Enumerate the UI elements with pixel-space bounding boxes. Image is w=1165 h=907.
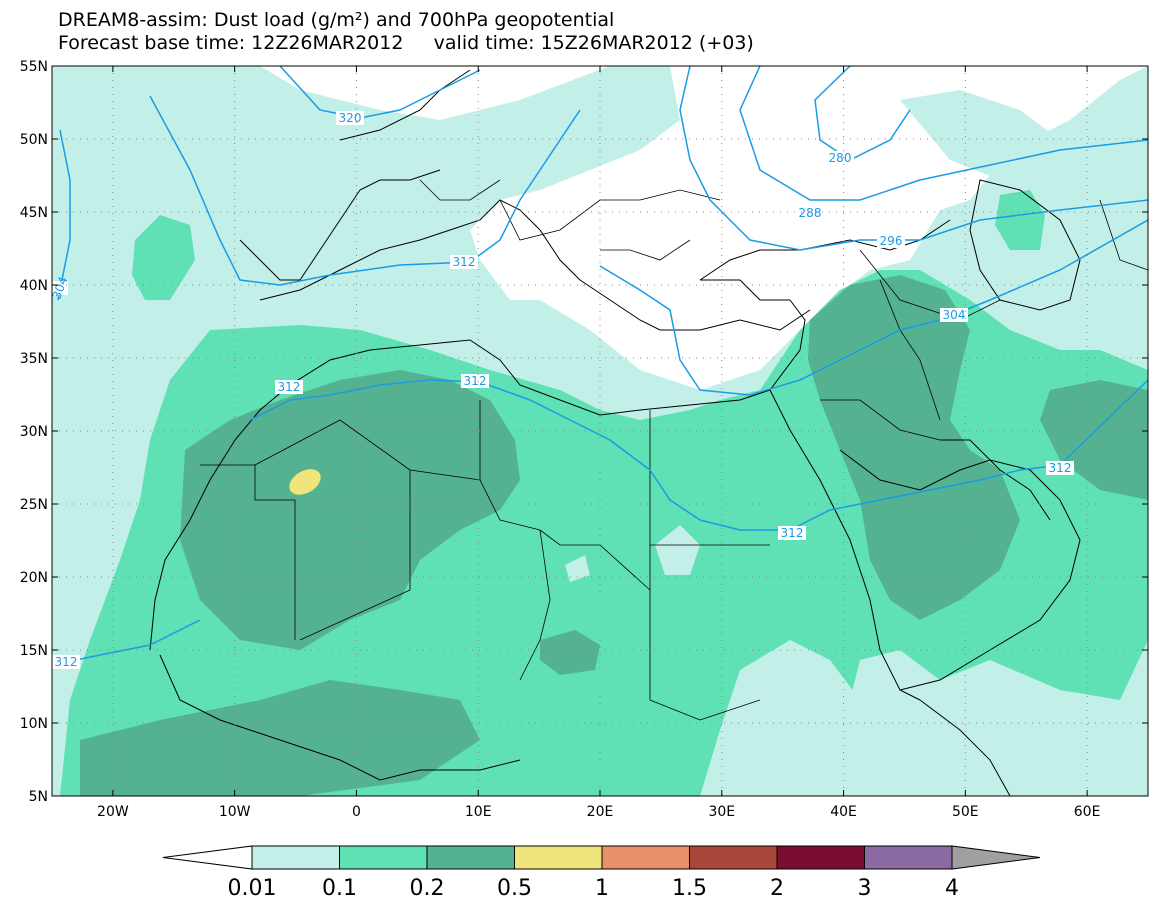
dust-region-medium-caspian — [995, 190, 1045, 250]
latitude-label: 5N — [29, 789, 48, 805]
contour-label: 320 — [339, 111, 362, 125]
graticule — [52, 66, 1148, 796]
map-plot-area: 320 280 288 296 312 304 312 312 312 312 … — [52, 66, 1148, 796]
colorbar-label: 3 — [858, 876, 872, 901]
longitude-label: 10E — [465, 804, 492, 820]
latitude-label: 35N — [20, 351, 48, 367]
colorbar-swatch — [251, 845, 340, 870]
country-borders — [200, 179, 1148, 721]
dust-region-high — [289, 469, 321, 495]
colorbar-swatch — [514, 845, 603, 870]
latitude-label: 50N — [20, 132, 48, 148]
geopotential-contours — [52, 66, 1148, 666]
latitude-label: 45N — [20, 205, 48, 221]
map-subtitle: Forecast base time: 12Z26MAR2012 valid t… — [58, 33, 754, 53]
colorbar-over-arrow — [951, 845, 1041, 870]
map-title: DREAM8-assim: Dust load (g/m²) and 700hP… — [58, 9, 615, 31]
valid-time: valid time: 15Z26MAR2012 (+03) — [433, 32, 754, 54]
colorbar-label: 0.01 — [228, 876, 277, 901]
longitude-label: 40E — [830, 804, 857, 820]
dust-region-dark-sahara — [180, 370, 520, 650]
latitude-label: 10N — [20, 716, 48, 732]
longitude-label: 60E — [1074, 804, 1101, 820]
contour-label: 312 — [1049, 461, 1072, 475]
colorbar-label: 1.5 — [672, 876, 707, 901]
contour-label: 312 — [55, 655, 78, 669]
colorbar-swatch — [864, 845, 953, 870]
latitude-label: 55N — [20, 59, 48, 75]
colorbar-label: 0.2 — [410, 876, 445, 901]
dust-region-light-east — [900, 90, 1148, 200]
colorbar-label: 0.1 — [322, 876, 357, 901]
dust-region-dark-chad — [540, 630, 600, 675]
colorbar — [162, 845, 1041, 870]
colorbar-label: 0.5 — [497, 876, 532, 901]
contour-label: 312 — [464, 374, 487, 388]
colorbar-swatch — [426, 845, 515, 870]
latitude-label: 25N — [20, 497, 48, 513]
contour-label: 312 — [278, 380, 301, 394]
longitude-label: 20E — [587, 804, 614, 820]
longitude-label: 10W — [219, 804, 251, 820]
contour-labels: 320 280 288 296 312 304 312 312 312 312 … — [52, 111, 1074, 669]
contour-label: 304 — [943, 308, 966, 322]
colorbar-label: 4 — [945, 876, 959, 901]
dust-region-dark-gulf — [1040, 380, 1148, 500]
contour-label: 280 — [829, 151, 852, 165]
longitude-label: 20W — [97, 804, 129, 820]
colorbar-label: 2 — [770, 876, 784, 901]
contour-label: 312 — [453, 255, 476, 269]
colorbar-under-arrow — [162, 845, 253, 870]
axis-ticks — [52, 65, 1148, 797]
latitude-label: 20N — [20, 570, 48, 586]
contour-label: 296 — [880, 234, 903, 248]
coastlines — [149, 69, 1081, 796]
latitude-label: 40N — [20, 278, 48, 294]
longitude-label: 50E — [952, 804, 979, 820]
colorbar-swatch — [689, 845, 778, 870]
colorbar-swatch — [339, 845, 428, 870]
contour-label: 312 — [781, 526, 804, 540]
dust-hole-sahara — [565, 555, 590, 582]
longitude-label: 0 — [352, 804, 361, 820]
dust-region-dark-sahel — [80, 680, 480, 796]
longitude-label: 30E — [708, 804, 735, 820]
dust-region-medium-spot — [132, 215, 195, 300]
colorbar-label: 1 — [595, 876, 609, 901]
contour-label: 288 — [799, 206, 822, 220]
dust-hole-east-africa — [700, 640, 900, 796]
latitude-label: 30N — [20, 424, 48, 440]
latitude-label: 15N — [20, 643, 48, 659]
colorbar-labels: 0.01 0.1 0.2 0.5 1 1.5 2 3 4 — [228, 876, 959, 901]
dust-hole-egypt — [655, 525, 700, 575]
latitude-labels: 55N 50N 45N 40N 35N 30N 25N 20N 15N 10N 5N — [20, 59, 48, 805]
longitude-labels: 20W 10W 0 10E 20E 30E 40E 50E 60E — [97, 804, 1100, 820]
colorbar-swatch — [776, 845, 865, 870]
dust-region-dark-arabia — [808, 275, 1020, 620]
base-time: Forecast base time: 12Z26MAR2012 — [58, 32, 404, 54]
colorbar-swatch — [601, 845, 690, 870]
